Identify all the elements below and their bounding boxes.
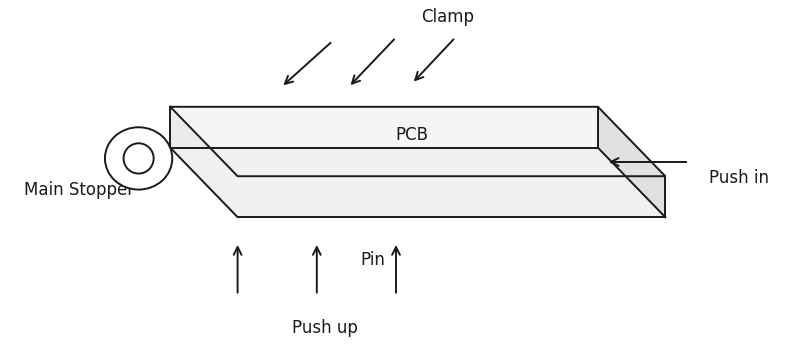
Ellipse shape — [105, 127, 173, 190]
Polygon shape — [598, 107, 665, 217]
Text: Pin: Pin — [360, 251, 385, 269]
Polygon shape — [170, 107, 238, 217]
Text: Push in: Push in — [709, 169, 769, 187]
Text: PCB: PCB — [395, 126, 428, 144]
Polygon shape — [170, 148, 665, 217]
Text: Main Stopper: Main Stopper — [24, 182, 134, 199]
Polygon shape — [170, 107, 665, 176]
Ellipse shape — [124, 143, 154, 174]
Text: Clamp: Clamp — [421, 8, 474, 26]
Text: Push up: Push up — [291, 319, 358, 336]
